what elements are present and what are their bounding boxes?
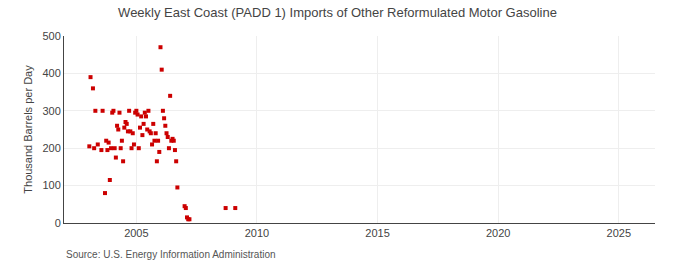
svg-text:2015: 2015: [365, 227, 389, 239]
svg-text:Source: U.S. Energy Informatio: Source: U.S. Energy Information Administ…: [66, 249, 276, 260]
svg-text:Weekly East Coast (PADD 1) Imp: Weekly East Coast (PADD 1) Imports of Ot…: [118, 5, 557, 20]
svg-text:0: 0: [55, 217, 61, 229]
svg-text:2010: 2010: [245, 227, 269, 239]
svg-text:2020: 2020: [486, 227, 510, 239]
svg-text:2025: 2025: [607, 227, 631, 239]
svg-text:200: 200: [42, 142, 60, 154]
svg-text:300: 300: [42, 105, 60, 117]
svg-text:100: 100: [42, 179, 60, 191]
svg-text:400: 400: [42, 67, 60, 79]
svg-text:Thousand Barrels per Day: Thousand Barrels per Day: [22, 65, 34, 194]
svg-text:2005: 2005: [124, 227, 148, 239]
svg-text:500: 500: [42, 30, 60, 42]
